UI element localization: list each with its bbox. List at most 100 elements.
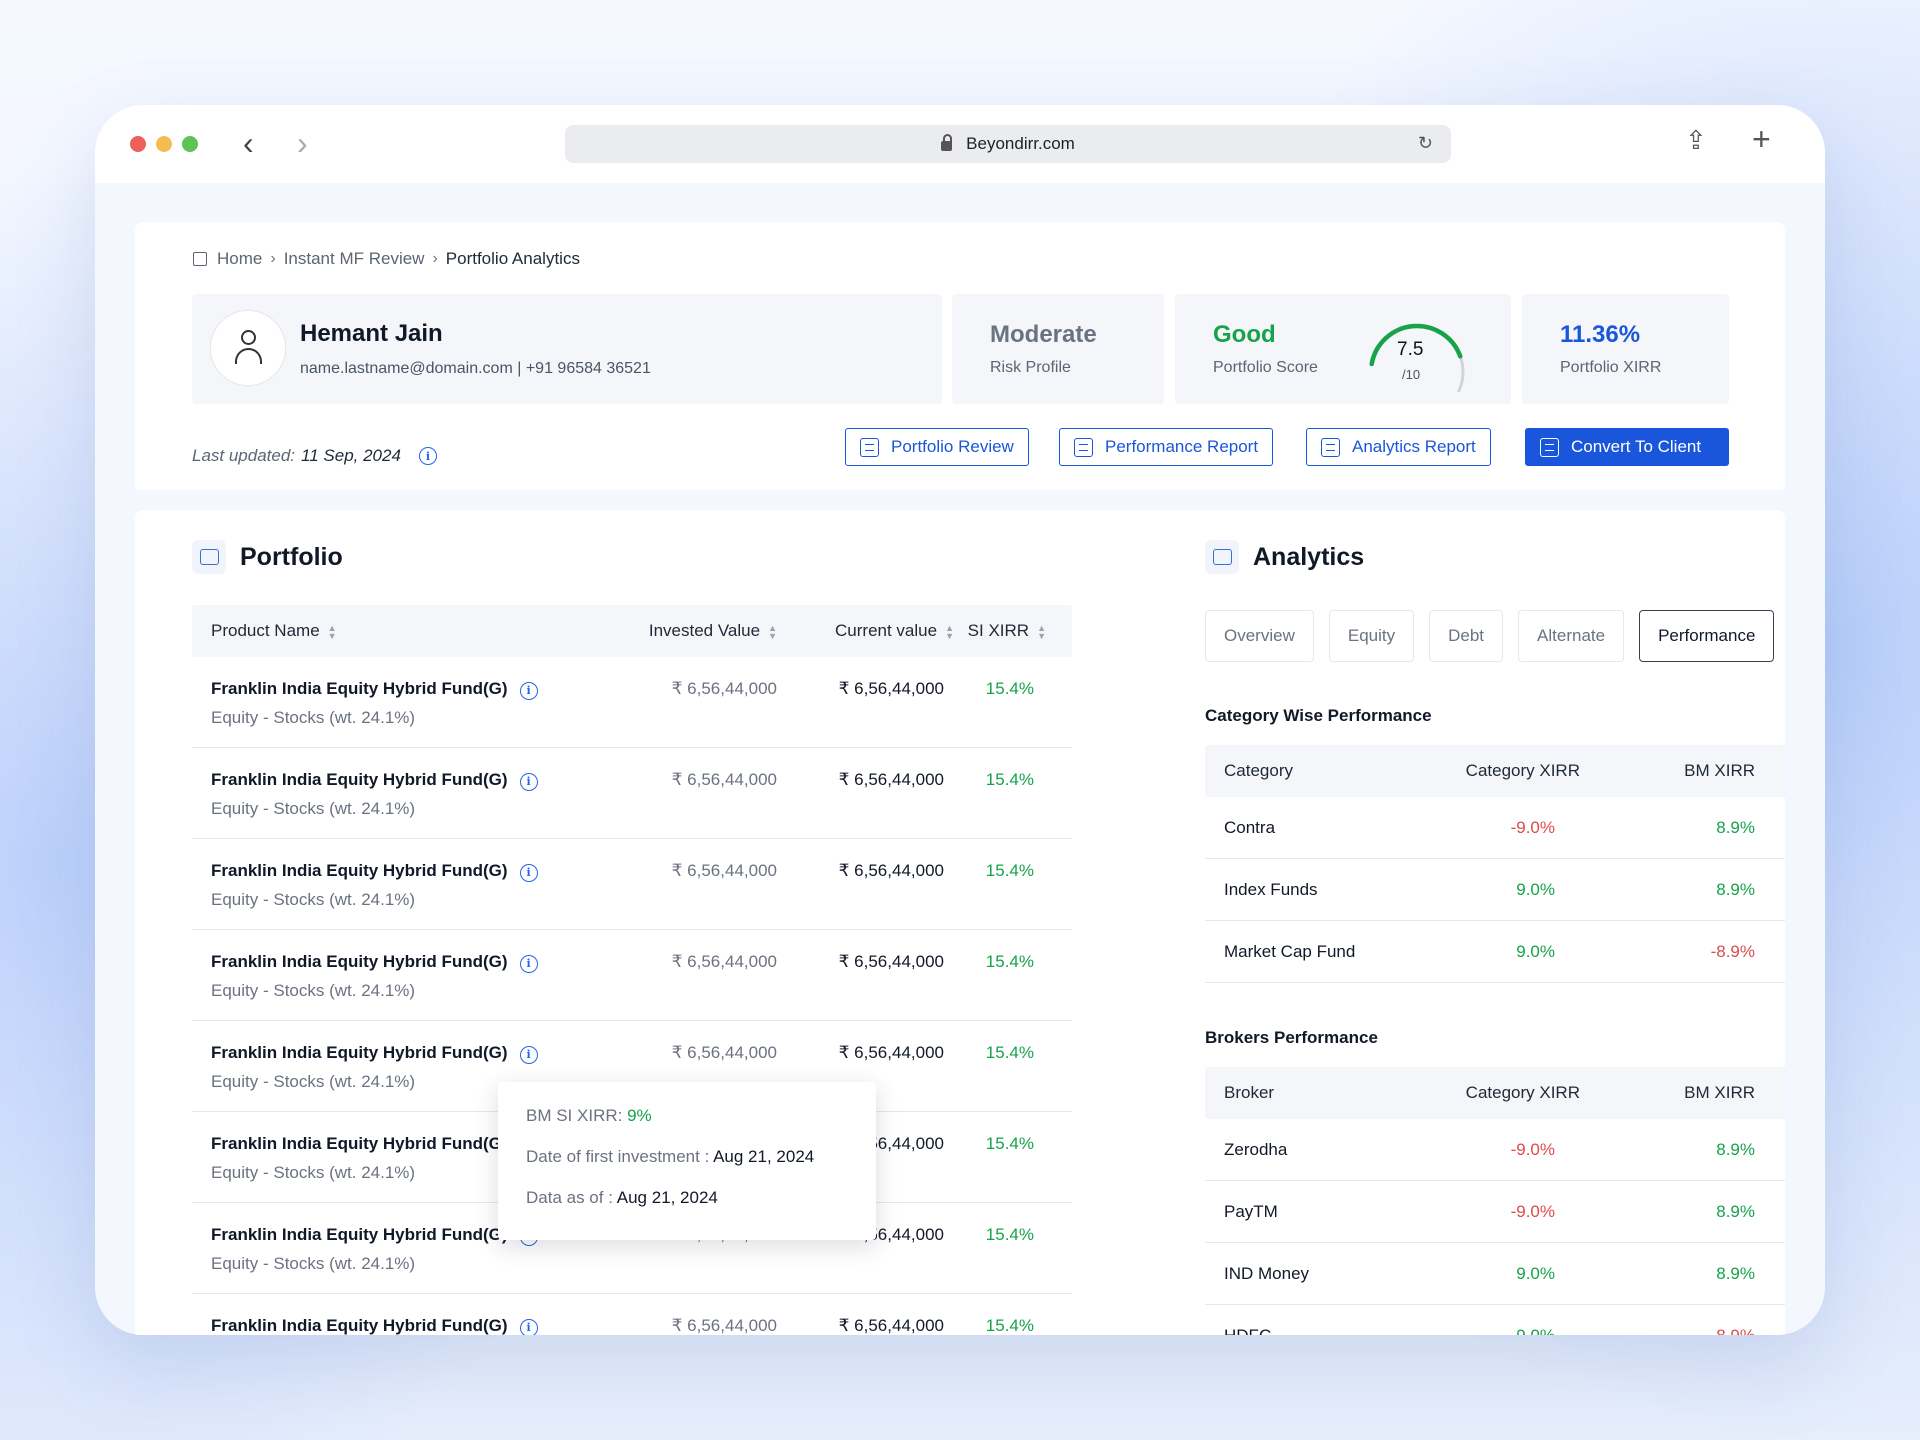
category-xirr-value: 9.0% (1516, 1263, 1555, 1283)
analytics-icon (1205, 540, 1239, 574)
sort-icon[interactable]: ▲ ▼ (945, 622, 954, 641)
column-header-broker: Broker (1224, 1083, 1275, 1102)
portfolio-xirr-label: Portfolio XIRR (1560, 359, 1662, 376)
bm-xirr-value: 8.9% (1716, 817, 1755, 837)
info-icon[interactable]: i (519, 863, 538, 882)
table-row: Index Funds 9.0% 8.9% (1205, 859, 1785, 921)
convert-to-client-button[interactable]: Convert To Client (1525, 428, 1729, 466)
maximize-window-button[interactable] (182, 136, 198, 152)
tooltip-data-as-of-label: Data as of : (526, 1188, 617, 1207)
info-icon[interactable]: i (519, 1045, 538, 1064)
bm-xirr-value: 8.9% (1716, 879, 1755, 899)
chevron-right-icon: › (432, 250, 438, 267)
breadcrumb-home[interactable]: Home (217, 249, 263, 268)
product-name[interactable]: Franklin India Equity Hybrid Fund(G) (211, 1134, 508, 1153)
tooltip-data-as-of-value: Aug 21, 2024 (616, 1188, 718, 1207)
portfolio-table: Product Name ▲ ▼ Invested Value ▲ ▼ Current … (192, 605, 1072, 1335)
sort-icon[interactable]: ▲ ▼ (1037, 622, 1046, 641)
column-header-invested-value[interactable]: Invested Value ▲ ▼ (637, 621, 777, 641)
current-value: ₹ 6,56,44,000 (838, 952, 944, 971)
product-name[interactable]: Franklin India Equity Hybrid Fund(G) (211, 952, 508, 971)
sort-icon[interactable]: ▲ ▼ (768, 622, 777, 641)
sort-icon[interactable]: ▲ ▼ (327, 622, 337, 641)
invested-value: ₹ 6,56,44,000 (671, 1316, 777, 1335)
back-arrow-icon[interactable]: ‹ (243, 125, 254, 161)
product-name-cell: Franklin India Equity Hybrid Fund(G)iEqu… (192, 1225, 637, 1274)
category-xirr-value: 9.0% (1516, 879, 1555, 899)
performance-report-button[interactable]: Performance Report (1059, 428, 1274, 466)
client-summary-card: Home › Instant MF Review › Portfolio Ana… (135, 222, 1785, 490)
report-icon (1321, 437, 1340, 457)
product-name[interactable]: Franklin India Equity Hybrid Fund(G) (211, 679, 508, 698)
si-xirr-value: 15.4% (985, 861, 1034, 880)
row-label: HDFC (1224, 1325, 1272, 1336)
row-label: PayTM (1224, 1201, 1278, 1221)
table-row[interactable]: Franklin India Equity Hybrid Fund(G)iEqu… (192, 1294, 1072, 1335)
address-bar[interactable]: Beyondirr.com ↻ (565, 125, 1451, 163)
current-value: ₹ 6,56,44,000 (838, 1316, 944, 1335)
column-header-product-name[interactable]: Product Name ▲ ▼ (192, 621, 637, 641)
last-updated-label: Last updated: (192, 446, 296, 465)
close-window-button[interactable] (130, 136, 146, 152)
brokers-performance-table: Broker Category XIRR BM XIRR Zerodha -9.0… (1205, 1067, 1785, 1335)
column-header-si-xirr[interactable]: SI XIRR ▲ ▼ (954, 621, 1072, 641)
new-tab-icon[interactable]: + (1752, 121, 1771, 157)
user-icon (241, 330, 256, 345)
analytics-header: Analytics (1205, 540, 1364, 574)
convert-to-client-label: Convert To Client (1571, 437, 1702, 456)
avatar (210, 310, 286, 386)
forward-arrow-icon[interactable]: › (297, 125, 308, 161)
analytics-report-button[interactable]: Analytics Report (1306, 428, 1491, 466)
invested-value: ₹ 6,56,44,000 (671, 770, 777, 789)
tab-equity[interactable]: Equity (1328, 610, 1415, 662)
reload-icon[interactable]: ↻ (1417, 133, 1433, 153)
product-name[interactable]: Franklin India Equity Hybrid Fund(G) (211, 1043, 508, 1062)
breadcrumb: Home › Instant MF Review › Portfolio Ana… (193, 249, 580, 269)
category-xirr-value: -9.0% (1510, 1201, 1555, 1221)
brokers-performance-title: Brokers Performance (1205, 1028, 1378, 1047)
tab-debt[interactable]: Debt (1429, 610, 1504, 662)
tab-overview[interactable]: Overview (1205, 610, 1314, 662)
invested-value: ₹ 6,56,44,000 (671, 1043, 777, 1062)
breadcrumb-instant-mf-review[interactable]: Instant MF Review (283, 249, 425, 268)
portfolio-score-panel: Good Portfolio Score 7.5 /10 (1175, 294, 1511, 404)
bm-xirr-value: -8.9% (1710, 941, 1755, 961)
tooltip-first-inv-label: Date of first investment : (526, 1147, 714, 1166)
bm-xirr-value: 8.9% (1716, 1201, 1755, 1221)
column-header-label: Invested Value (648, 621, 761, 640)
portfolio-review-button[interactable]: Portfolio Review (845, 428, 1029, 466)
share-icon[interactable]: ⇪ (1685, 125, 1707, 155)
invested-value: ₹ 6,56,44,000 (671, 861, 777, 880)
column-header-category: Category (1224, 761, 1293, 780)
product-name[interactable]: Franklin India Equity Hybrid Fund(G) (211, 861, 508, 880)
si-xirr-value: 15.4% (985, 1225, 1034, 1244)
info-icon[interactable]: i (519, 954, 538, 973)
info-icon[interactable]: i (519, 772, 538, 791)
info-icon[interactable]: i (519, 1318, 538, 1335)
product-name[interactable]: Franklin India Equity Hybrid Fund(G) (211, 1225, 508, 1244)
portfolio-xirr-panel: 11.36% Portfolio XIRR (1522, 294, 1729, 404)
score-gauge-fill (1369, 323, 1463, 367)
column-header-current-value[interactable]: Current value ▲ ▼ (777, 621, 954, 641)
product-category: Equity - Stocks (wt. 24.1%) (211, 1162, 416, 1182)
si-xirr-value: 15.4% (985, 1134, 1034, 1153)
product-category: Equity - Stocks (wt. 24.1%) (211, 1071, 416, 1091)
category-xirr-value: -9.0% (1510, 817, 1555, 837)
table-row[interactable]: Franklin India Equity Hybrid Fund(G) i Equ… (192, 839, 1072, 930)
tab-performance[interactable]: Performance (1639, 610, 1775, 662)
info-icon[interactable]: i (418, 447, 437, 465)
client-contact: name.lastname@domain.com | +91 96584 365… (300, 360, 651, 377)
table-row[interactable]: Franklin India Equity Hybrid Fund(G) i Equ… (192, 1021, 1072, 1112)
portfolio-analytics-card: Portfolio Product Name ▲ ▼ Invested Value ▲… (135, 510, 1785, 1335)
table-header: Product Name ▲ ▼ Invested Value ▲ ▼ Current … (192, 605, 1072, 657)
product-category: Equity - Stocks (wt. 24.1%) (211, 889, 416, 909)
tab-alternate[interactable]: Alternate (1518, 610, 1625, 662)
product-name[interactable]: Franklin India Equity Hybrid Fund(G) (211, 1316, 508, 1335)
product-name[interactable]: Franklin India Equity Hybrid Fund(G) (211, 770, 508, 789)
info-icon[interactable]: i (519, 681, 538, 700)
minimize-window-button[interactable] (156, 136, 172, 152)
